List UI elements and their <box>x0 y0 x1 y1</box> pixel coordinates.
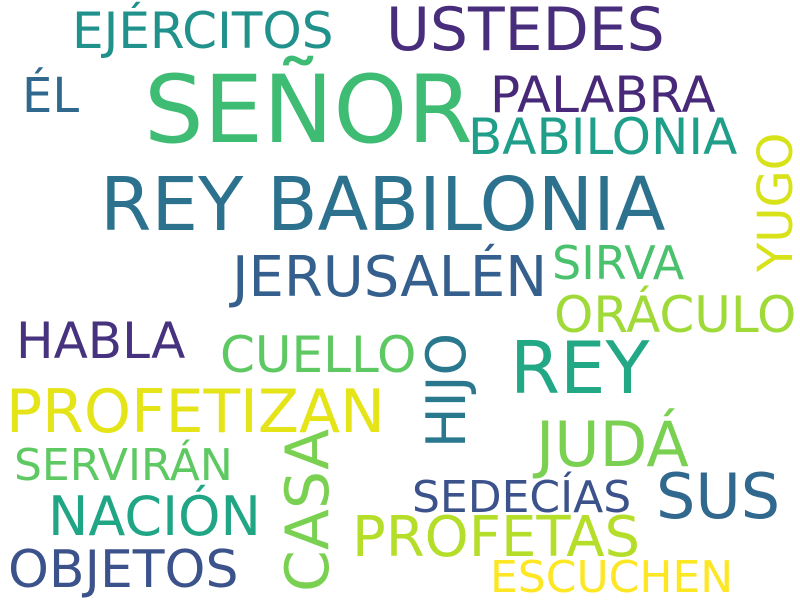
word-13: ORÁCULO <box>554 286 797 344</box>
word-18: CASA <box>273 428 343 592</box>
word-23: OBJETOS <box>8 540 239 600</box>
word-21: NACIÓN <box>48 485 261 548</box>
word-10: HABLA <box>16 312 186 370</box>
word-9: SIRVA <box>552 236 685 290</box>
word-15: PROFETIZAN <box>6 377 385 447</box>
word-4: PALABRA <box>490 66 716 124</box>
word-19: SUS <box>656 460 781 533</box>
word-20: SEDECÍAS <box>412 472 632 523</box>
word-8: JERUSALÉN <box>232 245 548 310</box>
word-22: PROFETAS <box>352 505 641 570</box>
word-12: HIJO <box>415 333 478 448</box>
word-11: CUELLO <box>220 326 417 384</box>
word-6: REY BABILONIA <box>100 162 666 248</box>
word-14: REY <box>510 326 650 410</box>
word-7: YUGO <box>748 132 800 272</box>
word-17: SERVIRÁN <box>14 440 233 491</box>
word-2: ÉL <box>22 68 80 124</box>
word-24: ESCUCHEN <box>490 552 734 603</box>
word-0: EJÉRCITOS <box>72 2 334 60</box>
word-5: BABILONIA <box>468 108 738 166</box>
word-3: SEÑOR <box>144 56 473 165</box>
word-16: JUDÁ <box>536 408 689 481</box>
word-1: USTEDES <box>386 0 665 65</box>
